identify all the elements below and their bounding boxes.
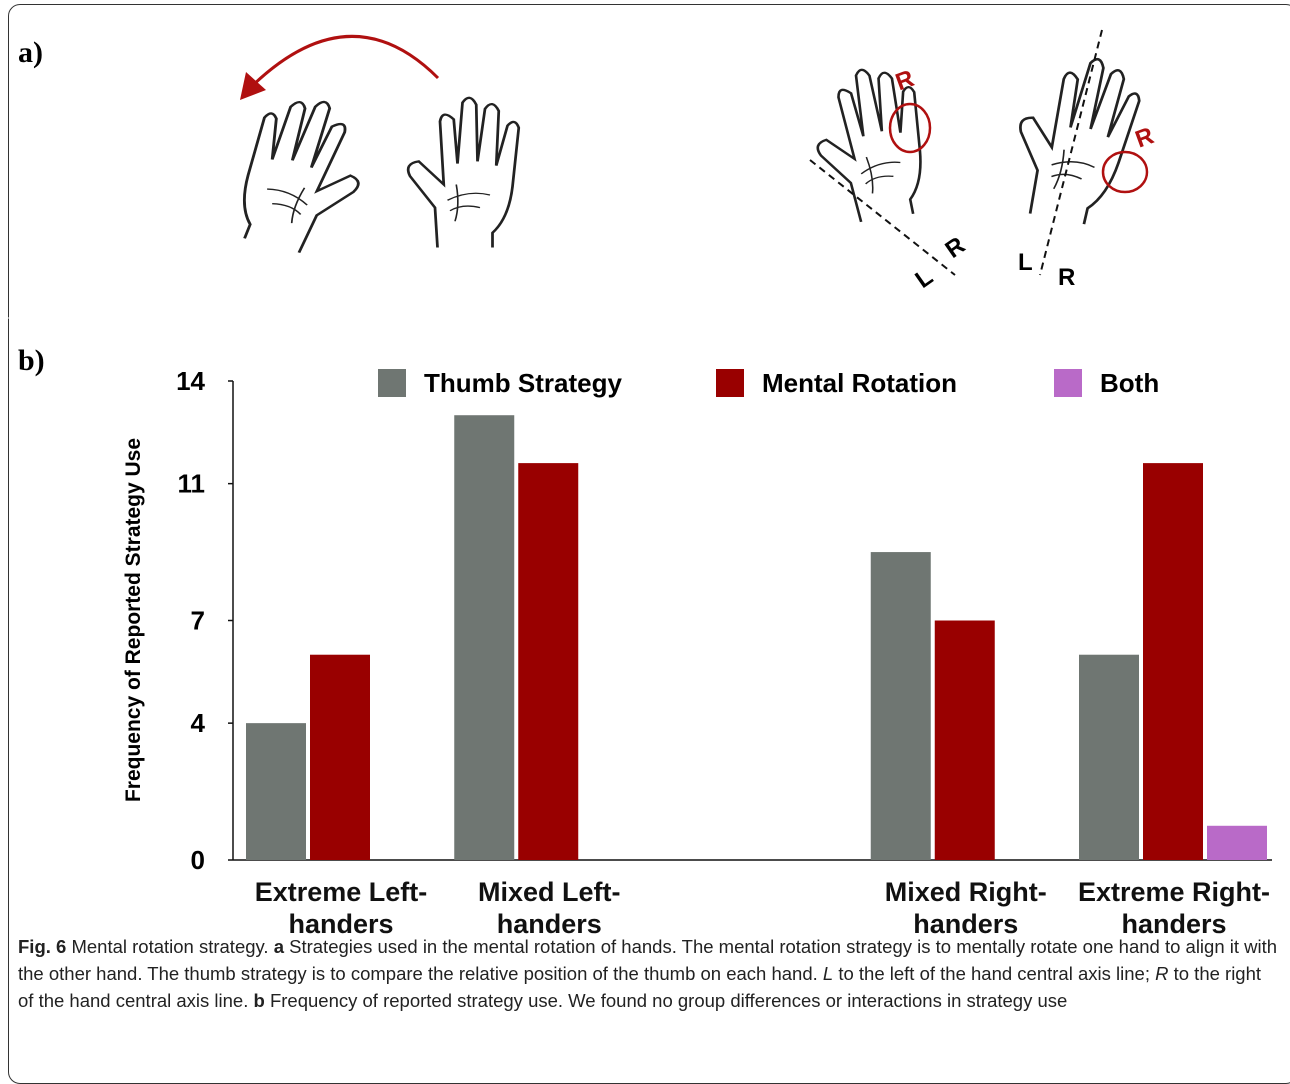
bar [454,415,514,860]
hand-left [219,89,386,260]
caption-symbol: L [823,963,833,984]
panel-label: b) [18,344,45,377]
hand-thumb-1 [804,63,938,227]
y-tick-label: 11 [178,469,206,499]
y-tick-label: 7 [191,606,205,636]
annotation: L [1018,249,1033,276]
bar [310,655,370,860]
y-tick-label: 4 [191,708,206,738]
x-tick-label: Extreme Right-handers [1074,876,1274,940]
annotation: L [910,263,938,294]
y-axis-label: Frequency of Reported Strategy Use [122,438,145,802]
caption-figno: Fig. 6 [18,936,66,957]
page: a) R L R R L R b) Frequency of Reported … [0,0,1290,1063]
bar [1207,826,1267,860]
bar [1079,655,1139,860]
hand-right [408,98,519,248]
y-tick-label: 0 [191,845,205,875]
bar [246,723,306,860]
x-tick-label: Mixed Left-handers [449,876,649,940]
figure: a) R L R R L R b) Frequency of Reported … [0,0,1290,930]
axis-line [810,160,955,275]
bar [518,463,578,860]
panel-label: a) [18,36,43,69]
x-tick-label: Extreme Left-handers [241,876,441,940]
annotation: R [940,232,970,264]
y-tick-label: 14 [176,366,205,396]
bar [1143,463,1203,860]
legend-swatch [378,369,406,397]
legend-label: Mental Rotation [762,368,957,398]
legend-swatch [716,369,744,397]
legend-label: Thumb Strategy [424,368,622,398]
x-tick-label: Mixed Right-handers [866,876,1066,940]
annotation: R [1058,264,1075,291]
annotation: R [892,65,918,96]
caption-panel: b [254,990,265,1011]
axis-line [1040,30,1102,275]
bar [935,621,995,861]
caption: Fig. 6 Mental rotation strategy. a Strat… [18,933,1280,1014]
bar [871,552,931,860]
caption-text: Frequency of reported strategy use. We f… [265,990,1067,1011]
annotation: R [1132,122,1158,153]
rotation-arrow [250,36,438,88]
legend-swatch [1054,369,1082,397]
thumb-circle [1103,152,1147,192]
thumb-circle [890,104,930,152]
caption-symbol: R [1155,963,1168,984]
legend-label: Both [1100,368,1159,398]
caption-text: to the left of the hand central axis lin… [833,963,1155,984]
